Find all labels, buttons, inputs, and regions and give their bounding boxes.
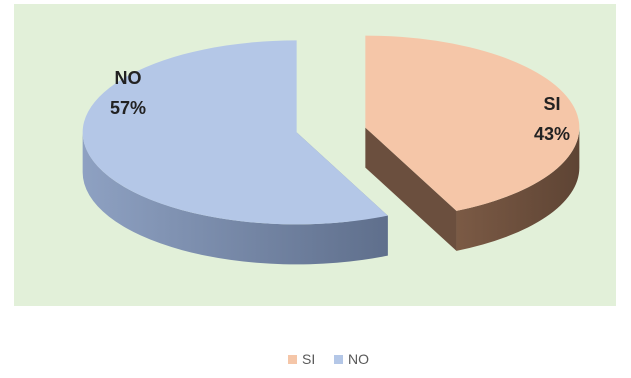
slice-label-si-percent: 43% bbox=[534, 124, 570, 144]
slice-side-no bbox=[82, 132, 388, 265]
legend-swatch-si bbox=[288, 355, 297, 364]
slice-cut-face-si-1 bbox=[365, 127, 457, 251]
slice-top-si bbox=[365, 35, 580, 211]
slice-label-no-name: NO bbox=[115, 68, 142, 88]
chart-legend: SI NO bbox=[288, 351, 369, 367]
slice-label-si-name: SI bbox=[543, 94, 560, 114]
slice-side-si bbox=[456, 127, 580, 251]
slice-label-no-percent: 57% bbox=[110, 98, 146, 118]
slice-labels: NO 57% SI 43% bbox=[110, 68, 570, 144]
legend-swatch-no bbox=[334, 355, 343, 364]
legend-label-no: NO bbox=[348, 351, 369, 367]
slice-top-no bbox=[82, 40, 388, 225]
pie-slices bbox=[82, 35, 580, 265]
legend-label-si: SI bbox=[302, 351, 315, 367]
